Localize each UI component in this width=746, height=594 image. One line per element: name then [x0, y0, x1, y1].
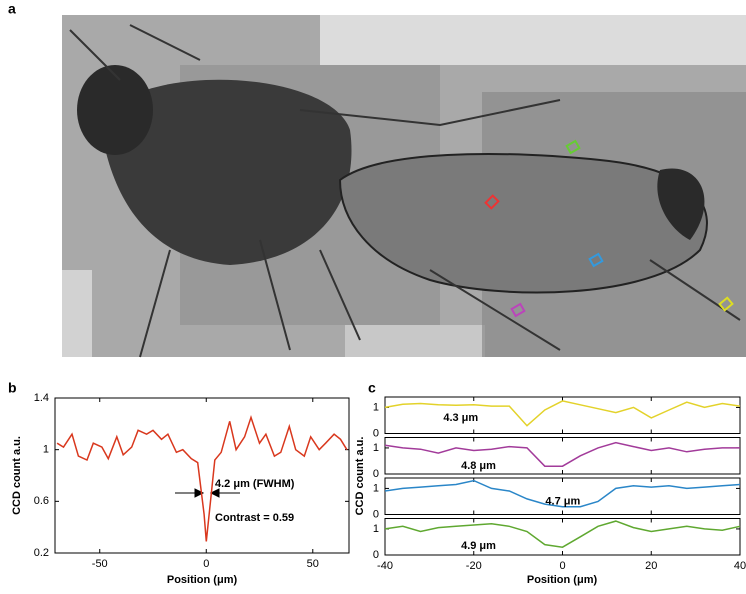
annotation: Contrast = 0.59 — [215, 512, 294, 524]
y-axis-label: CCD count a.u. — [11, 436, 23, 515]
annotation: 4.9 μm — [461, 540, 496, 552]
y-tick-label: 0 — [373, 468, 379, 480]
panel-label: c — [368, 380, 376, 396]
x-axis-label: Position (μm) — [527, 574, 598, 586]
annotation: 4.2 μm (FWHM) — [215, 478, 295, 490]
y-tick-label: 1 — [373, 401, 379, 413]
annotation: 4.3 μm — [443, 412, 478, 424]
x-tick-label: -20 — [466, 560, 482, 572]
y-tick-label: 0 — [373, 508, 379, 520]
data-line — [56, 415, 348, 542]
y-axis-label: CCD count a.u. — [354, 437, 366, 516]
data-line — [384, 479, 741, 508]
plot-frame — [54, 397, 350, 554]
x-axis-label: Position (μm) — [167, 574, 238, 586]
x-tick-label: 0 — [203, 558, 209, 570]
x-tick-label: -40 — [377, 560, 393, 572]
y-tick-label: 0.6 — [34, 495, 49, 507]
x-tick-label: 40 — [734, 560, 746, 572]
y-tick-label: 1 — [373, 523, 379, 535]
y-tick-label: 1 — [373, 442, 379, 454]
annotation: 4.7 μm — [545, 495, 580, 507]
y-tick-label: 0 — [373, 427, 379, 439]
y-tick-label: 0 — [373, 549, 379, 561]
x-tick-label: -50 — [92, 558, 108, 570]
data-line — [384, 441, 740, 467]
x-tick-label: 0 — [559, 560, 565, 572]
y-tick-label: 1 — [373, 482, 379, 494]
y-tick-label: 1.4 — [34, 392, 49, 404]
x-tick-label: 50 — [307, 558, 319, 570]
plot-frame — [384, 437, 741, 475]
y-tick-label: 0.2 — [34, 547, 49, 559]
y-tick-label: 1 — [43, 444, 49, 456]
plot-frame — [384, 518, 741, 556]
data-line — [384, 400, 741, 427]
x-tick-label: 20 — [645, 560, 657, 572]
xray-image — [62, 15, 746, 358]
data-line — [384, 520, 741, 548]
annotation: 4.8 μm — [461, 460, 496, 472]
fwhm-arrows — [175, 488, 240, 498]
panel-label: a — [8, 1, 16, 17]
panel-label: b — [8, 380, 17, 396]
